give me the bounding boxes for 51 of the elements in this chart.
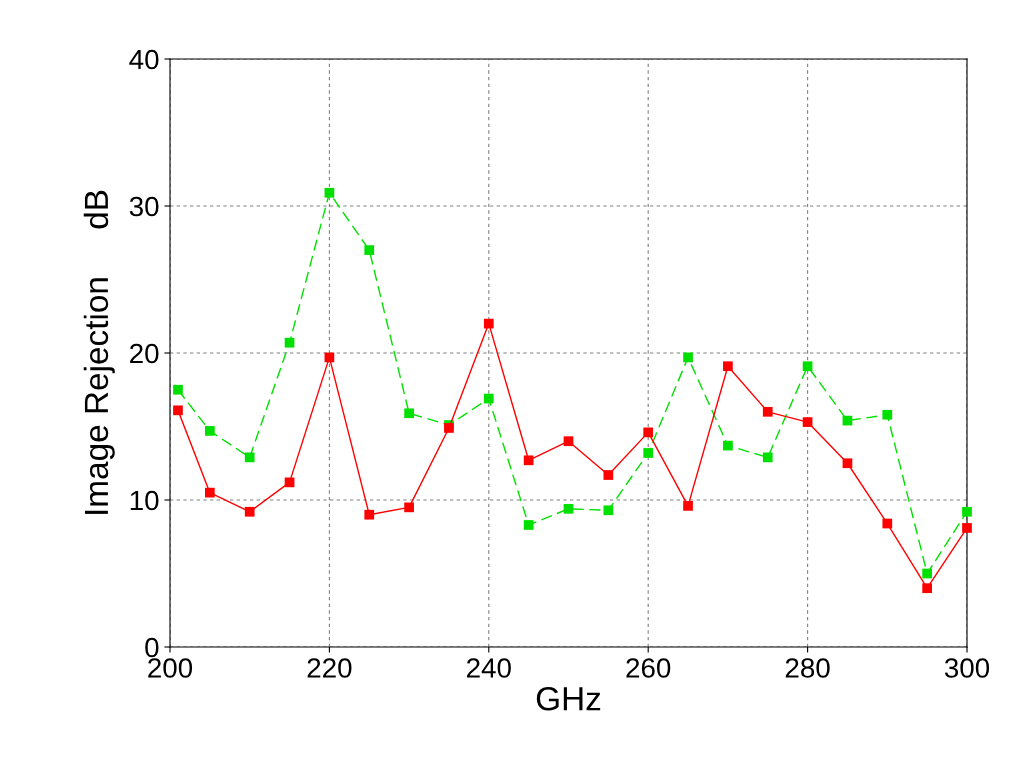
- point: [284, 337, 295, 348]
- x-tick-label: 200: [148, 658, 193, 678]
- point: [284, 477, 295, 488]
- x-tick-label: 280: [785, 658, 830, 678]
- point: [922, 583, 933, 594]
- point: [962, 523, 972, 533]
- point: [204, 487, 215, 498]
- x-axis-title: GHz: [536, 686, 601, 711]
- point: [962, 506, 972, 517]
- y-tick-label: 40: [129, 49, 159, 70]
- point: [563, 436, 574, 447]
- point: [882, 518, 893, 529]
- point: [643, 448, 654, 458]
- point: [483, 393, 494, 404]
- point: [603, 505, 614, 516]
- x-tick-label: 260: [626, 658, 671, 678]
- point: [683, 352, 693, 363]
- point: [523, 520, 534, 530]
- point: [244, 506, 255, 517]
- point: [603, 470, 614, 480]
- point: [204, 426, 215, 436]
- point: [563, 503, 574, 514]
- x-tick-label: 240: [467, 658, 511, 678]
- point: [324, 187, 335, 198]
- y-tick-label: 10: [130, 490, 159, 511]
- point: [922, 568, 933, 579]
- y-tick-label: 0: [145, 637, 159, 658]
- point: [683, 501, 693, 511]
- point: [364, 509, 375, 520]
- point: [762, 452, 773, 463]
- point: [723, 361, 733, 372]
- x-tick-label: 220: [307, 658, 352, 678]
- point: [173, 384, 183, 395]
- point: [404, 502, 414, 513]
- point: [364, 245, 375, 255]
- point: [523, 455, 534, 466]
- point: [762, 406, 773, 417]
- point: [173, 405, 183, 416]
- point: [483, 318, 494, 329]
- y-tick-label: 20: [130, 343, 159, 364]
- point: [723, 440, 733, 451]
- point: [802, 361, 813, 372]
- point: [842, 458, 853, 469]
- y-tick-label: 30: [129, 196, 159, 217]
- point: [882, 409, 893, 420]
- point: [244, 452, 255, 463]
- point: [404, 408, 414, 419]
- point: [643, 427, 654, 438]
- x-tick-label: 300: [944, 658, 990, 678]
- point: [802, 417, 813, 427]
- y-axis-title: Image Rejection dB: [83, 190, 115, 514]
